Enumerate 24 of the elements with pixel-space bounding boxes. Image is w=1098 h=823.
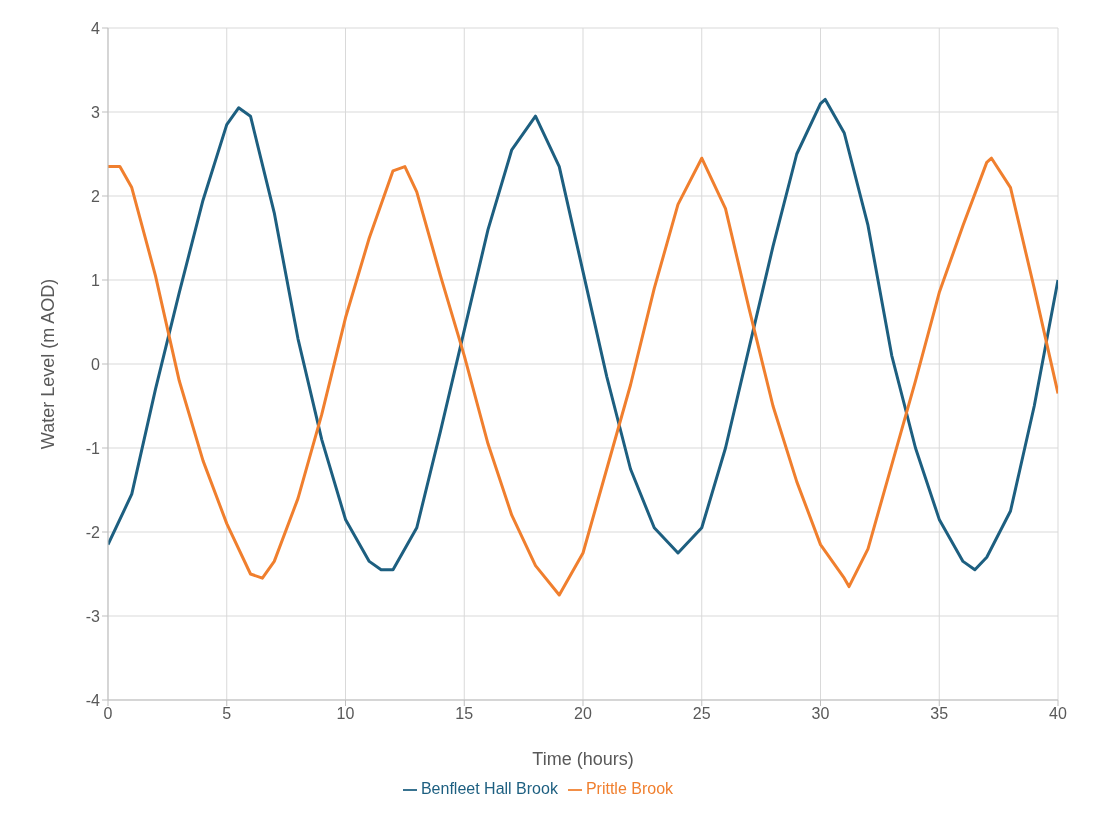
y-tick-label: -2 bbox=[85, 523, 101, 541]
legend-label: Prittle Brook bbox=[585, 780, 674, 797]
y-tick-label: -3 bbox=[85, 607, 101, 625]
x-tick-label: 10 bbox=[336, 705, 355, 723]
line-series bbox=[108, 97, 1058, 572]
y-tick-label: 0 bbox=[91, 355, 101, 373]
x-tick-label: 15 bbox=[455, 705, 474, 723]
x-tick-label: 30 bbox=[811, 705, 830, 723]
y-tick-label: -1 bbox=[85, 439, 101, 457]
x-tick-label: 20 bbox=[574, 705, 592, 723]
y-tick-label: 4 bbox=[91, 19, 101, 37]
y-tick-label: 3 bbox=[91, 103, 101, 121]
y-tick-label: 1 bbox=[91, 271, 101, 289]
y-tick-label: -4 bbox=[85, 691, 101, 709]
x-tick-label: 25 bbox=[692, 705, 711, 723]
x-axis-title: Time (hours) bbox=[532, 749, 634, 769]
y-axis-title: Water Level (m AOD) bbox=[38, 278, 59, 450]
line-series bbox=[108, 156, 1058, 597]
x-tick-label: 5 bbox=[222, 705, 232, 723]
x-tick-label: 0 bbox=[103, 705, 113, 723]
x-tick-label: 35 bbox=[930, 705, 949, 723]
x-tick-label: 40 bbox=[1049, 705, 1067, 723]
legend-label: Benfleet Hall Brook bbox=[420, 780, 558, 797]
y-tick-label: 2 bbox=[91, 187, 101, 205]
